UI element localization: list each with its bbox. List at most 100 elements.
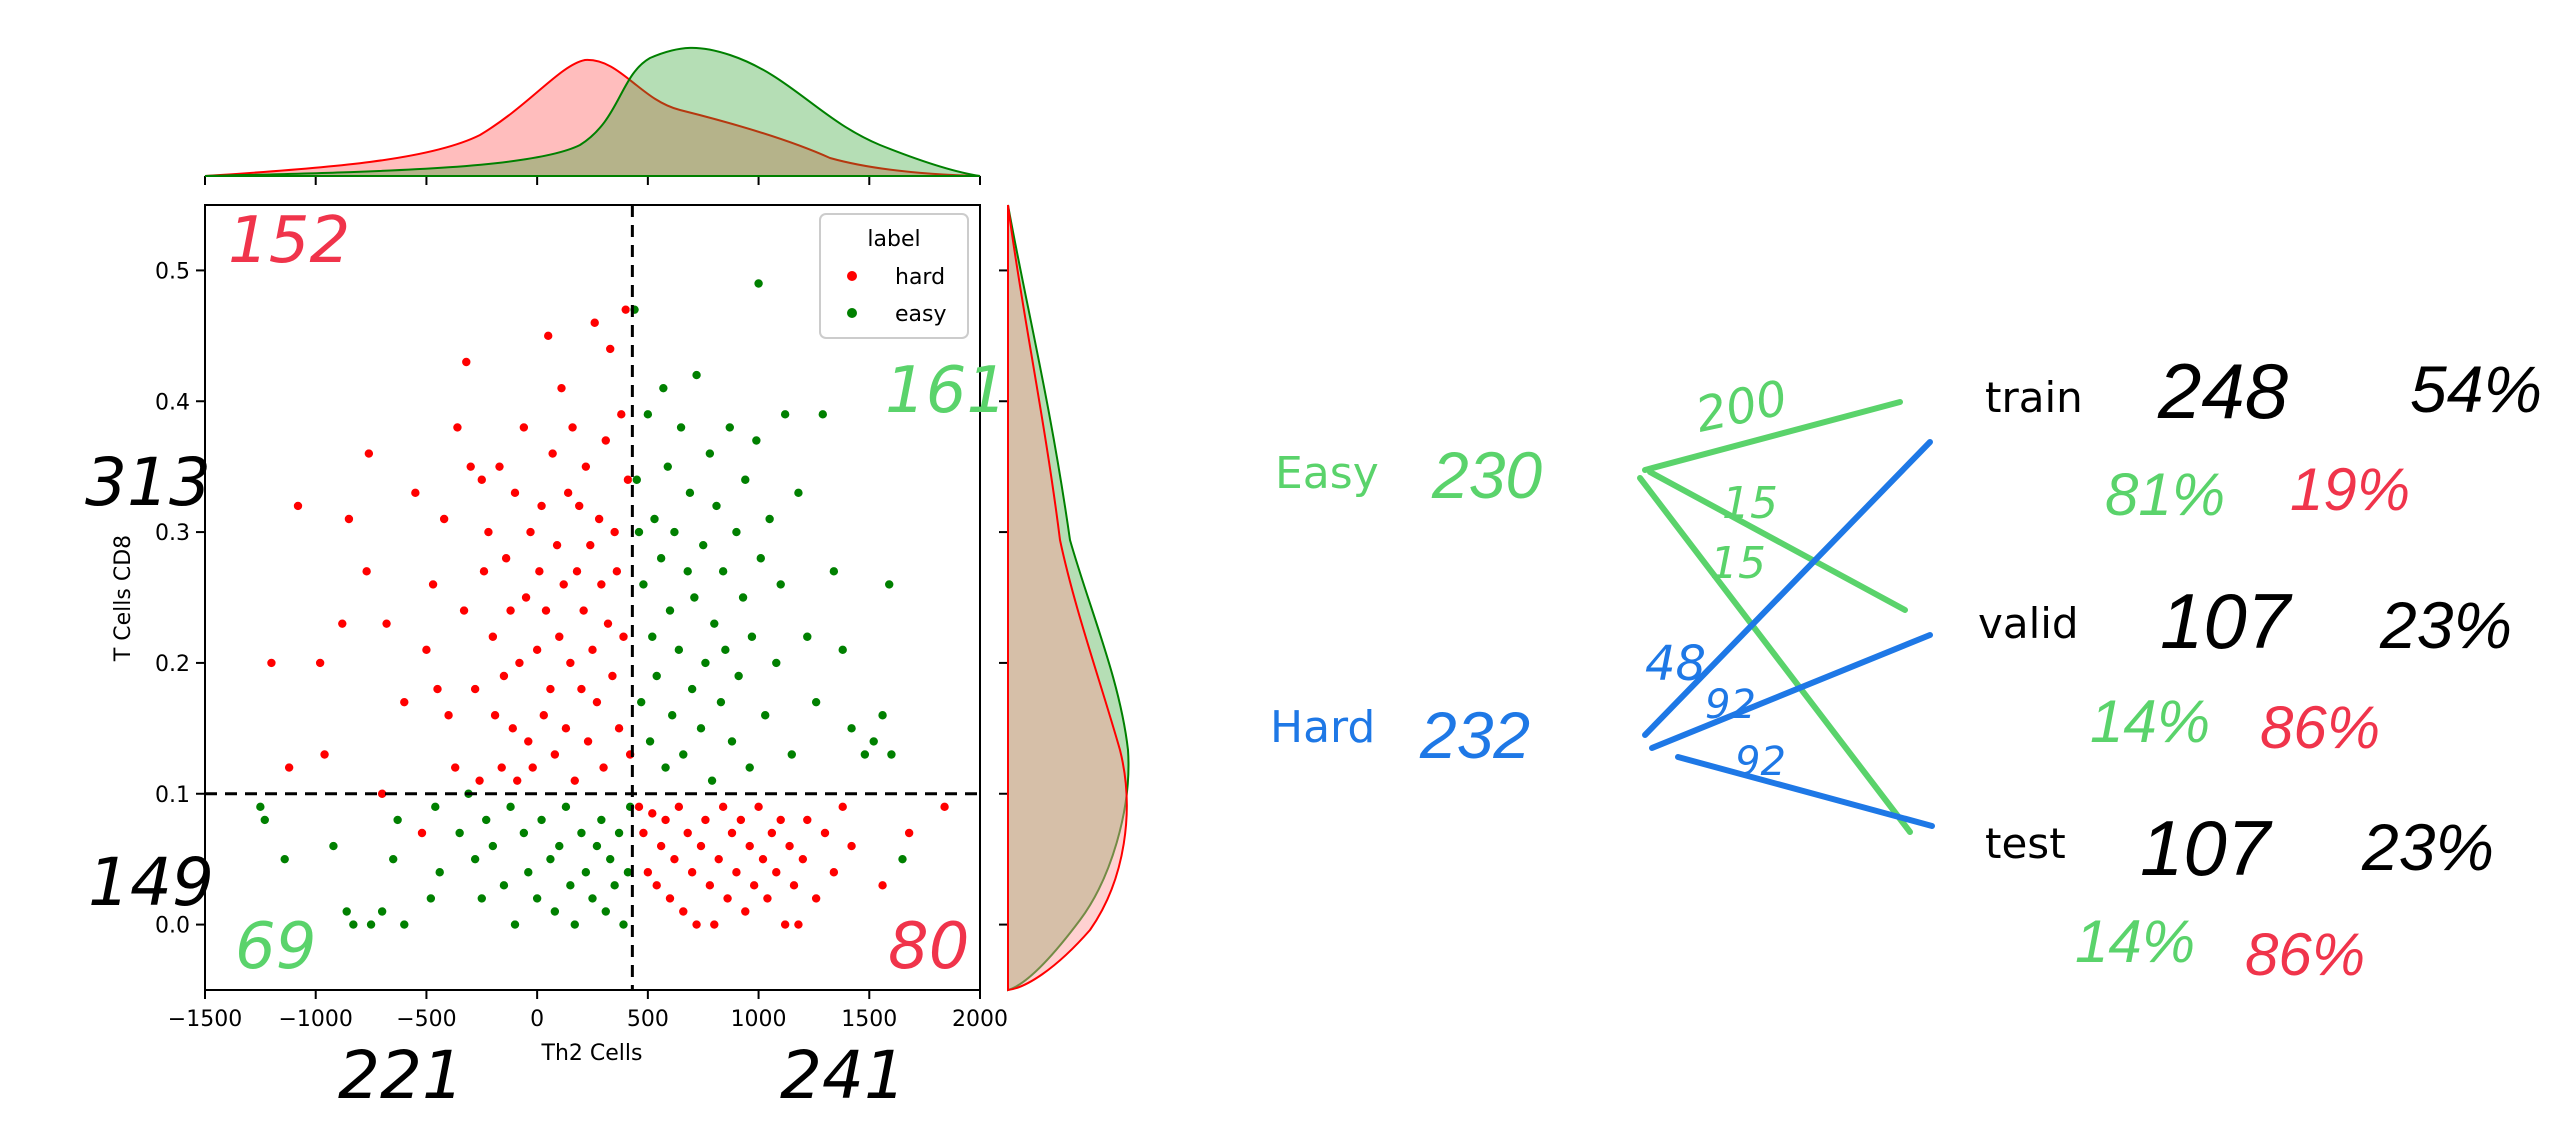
hard-point (490, 710, 501, 721)
hard-point (727, 828, 738, 839)
easy-point (434, 867, 445, 878)
easy-point (536, 814, 547, 825)
hard-point (381, 618, 392, 629)
legend-hard-label: hard (895, 265, 945, 290)
plot-frame (204, 204, 981, 991)
easy-point (259, 814, 270, 825)
hard-point (560, 723, 571, 734)
y-tick-label: 0.5 (155, 259, 190, 284)
hard-point (461, 356, 472, 367)
easy-point (596, 814, 607, 825)
easy-point (498, 880, 509, 891)
row-lower-total: 149 (88, 844, 214, 921)
hard-point (505, 605, 516, 616)
easy-point (587, 893, 598, 904)
easy-point (740, 474, 751, 485)
target-test-count: 107 (2140, 804, 2273, 892)
easy-point (392, 814, 403, 825)
easy-point (684, 487, 695, 498)
y-tick-label: 0.4 (155, 390, 190, 415)
y-tick-label: 0.3 (155, 521, 190, 546)
hard-point (789, 880, 800, 891)
easy-point (698, 540, 709, 551)
easy-point (897, 854, 908, 865)
easy-point (733, 671, 744, 682)
easy-point (678, 749, 689, 760)
easy-point (545, 854, 556, 865)
hard-point (749, 880, 760, 891)
hard-point (600, 435, 611, 446)
easy-point (696, 723, 707, 734)
hard-point (532, 644, 543, 655)
hard-point (578, 605, 589, 616)
easy-point (642, 409, 653, 420)
easy-point (715, 697, 726, 708)
easy-point (425, 893, 436, 904)
easy-point (760, 710, 771, 721)
hard-point (793, 919, 804, 930)
hard-point (753, 801, 764, 812)
hard-point (525, 527, 536, 538)
hard-point (572, 566, 583, 577)
hard-point (450, 762, 461, 773)
easy-point (279, 854, 290, 865)
easy-point (687, 684, 698, 695)
target-train-easy-pct: 81% (2105, 461, 2225, 528)
edge-easy-valid (1647, 469, 1908, 613)
easy-point (727, 736, 738, 747)
easy-point (793, 487, 804, 498)
hard-point (487, 631, 498, 642)
hard-point (797, 854, 808, 865)
hard-point (651, 880, 662, 891)
quadrant-bottom-left-count: 69 (235, 910, 316, 984)
hard-point (361, 566, 372, 577)
easy-point (636, 697, 647, 708)
target-valid: valid 107 23% 14% 86% (1978, 577, 2512, 761)
easy-point (618, 919, 629, 930)
y-axis-label: T Cells CD8 (111, 535, 136, 662)
hard-point (554, 631, 565, 642)
easy-point (487, 841, 498, 852)
hard-point (292, 500, 303, 511)
easy-point (689, 592, 700, 603)
hard-kde-right (1007, 204, 1128, 992)
hard-kde-top (204, 58, 981, 177)
easy-point (645, 736, 656, 747)
edge-label-hard-train: 48 (1645, 636, 1706, 692)
easy-point (846, 723, 857, 734)
hard-point (266, 657, 277, 668)
x-axis-ticks: −1500 −1000 −500 0 500 1000 1500 2000 (168, 990, 1008, 1032)
hard-point (775, 814, 786, 825)
easy-point (565, 880, 576, 891)
easy-point (738, 592, 749, 603)
target-valid-easy-pct: 14% (2090, 688, 2210, 755)
easy-point (665, 605, 676, 616)
hard-point (343, 514, 354, 525)
easy-point (720, 644, 731, 655)
hard-point (507, 723, 518, 734)
hard-point (545, 684, 556, 695)
edge-label-easy-valid: 15 (1722, 478, 1778, 529)
hard-point (501, 553, 512, 564)
easy-point (700, 657, 711, 668)
easy-point (669, 527, 680, 538)
easy-point (476, 893, 487, 904)
right-kde-ticks (999, 269, 1008, 926)
easy-point (651, 671, 662, 682)
easy-point (744, 762, 755, 773)
hard-point (605, 343, 616, 354)
easy-point (609, 880, 620, 891)
target-valid-label: valid (1978, 599, 2079, 648)
legend-title: label (867, 227, 920, 252)
split-diagram: Easy 230 Hard 232 200 15 15 48 92 92 tra… (1270, 347, 2542, 988)
easy-point (751, 435, 762, 446)
hard-point (514, 657, 525, 668)
easy-point (775, 579, 786, 590)
hard-point (682, 828, 693, 839)
hard-point (598, 762, 609, 773)
easy-point (328, 841, 339, 852)
easy-point (614, 828, 625, 839)
quadrant-top-left-count: 152 (228, 204, 350, 278)
x-tick-label: 500 (627, 1007, 669, 1032)
easy-point (560, 801, 571, 812)
